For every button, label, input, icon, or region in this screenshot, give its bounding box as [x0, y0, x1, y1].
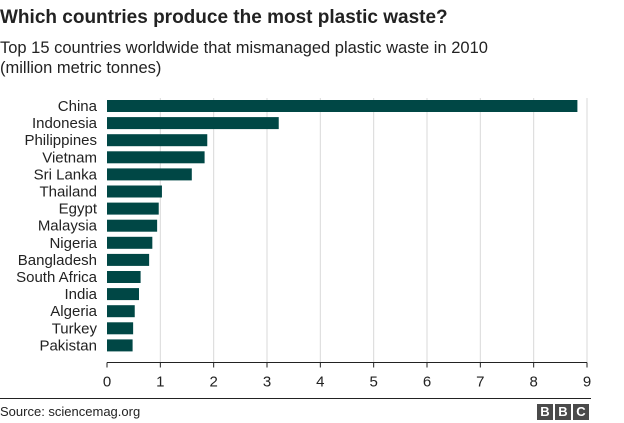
x-tick-label: 9 [583, 374, 591, 391]
category-label: South Africa [16, 269, 98, 286]
category-label: India [64, 286, 97, 303]
footer-divider [0, 398, 591, 399]
x-axis-tick-labels: 0 1 2 3 4 5 6 7 8 9 [103, 374, 591, 391]
category-label: Vietnam [42, 149, 97, 166]
bbc-logo-letter: B [537, 404, 553, 420]
bar [107, 271, 141, 283]
bar [107, 288, 139, 301]
category-label: Egypt [59, 201, 98, 218]
x-tick-label: 0 [103, 374, 111, 391]
chart-title: Which countries produce the most plastic… [0, 7, 448, 28]
x-tick-label: 6 [423, 374, 431, 391]
category-label: Sri Lanka [34, 166, 98, 183]
subtitle-line-2: (million metric tonnes) [0, 59, 162, 77]
bar [107, 339, 133, 352]
bar [107, 236, 153, 249]
category-label: Nigeria [49, 235, 97, 252]
bbc-logo: B B C [537, 404, 589, 420]
bbc-logo-letter: B [555, 404, 571, 420]
bars [107, 100, 578, 352]
bar [107, 305, 135, 318]
category-label: Pakistan [39, 337, 97, 354]
bar [107, 168, 192, 181]
x-tick-label: 3 [263, 374, 271, 391]
bar [107, 117, 279, 130]
bbc-logo-letter: C [573, 404, 589, 420]
category-label: Bangladesh [18, 252, 97, 269]
source-note: Source: sciencemag.org [0, 404, 141, 419]
category-label: Algeria [50, 303, 97, 320]
bar [107, 151, 205, 164]
category-label: Malaysia [38, 218, 98, 235]
x-tick-label: 5 [369, 374, 377, 391]
gridlines [159, 98, 588, 363]
category-label: Turkey [52, 320, 98, 337]
bar [107, 253, 150, 266]
bar [107, 322, 134, 335]
bar [107, 202, 159, 215]
x-axis-ticks [106, 362, 588, 368]
x-tick-label: 2 [209, 374, 217, 391]
bar [107, 185, 162, 198]
x-tick-label: 7 [476, 374, 484, 391]
x-tick-label: 8 [529, 374, 537, 391]
category-label: Philippines [24, 132, 97, 149]
category-label: Indonesia [32, 115, 98, 132]
category-label: China [58, 98, 98, 115]
subtitle-line-1: Top 15 countries worldwide that mismanag… [0, 39, 488, 57]
x-tick-label: 1 [156, 374, 164, 391]
bar [107, 134, 208, 147]
chart-subtitle: Top 15 countries worldwide that mismanag… [0, 38, 600, 78]
bar [107, 219, 158, 232]
x-tick-label: 4 [316, 374, 324, 391]
bar [107, 100, 578, 112]
category-label: Thailand [39, 184, 97, 201]
